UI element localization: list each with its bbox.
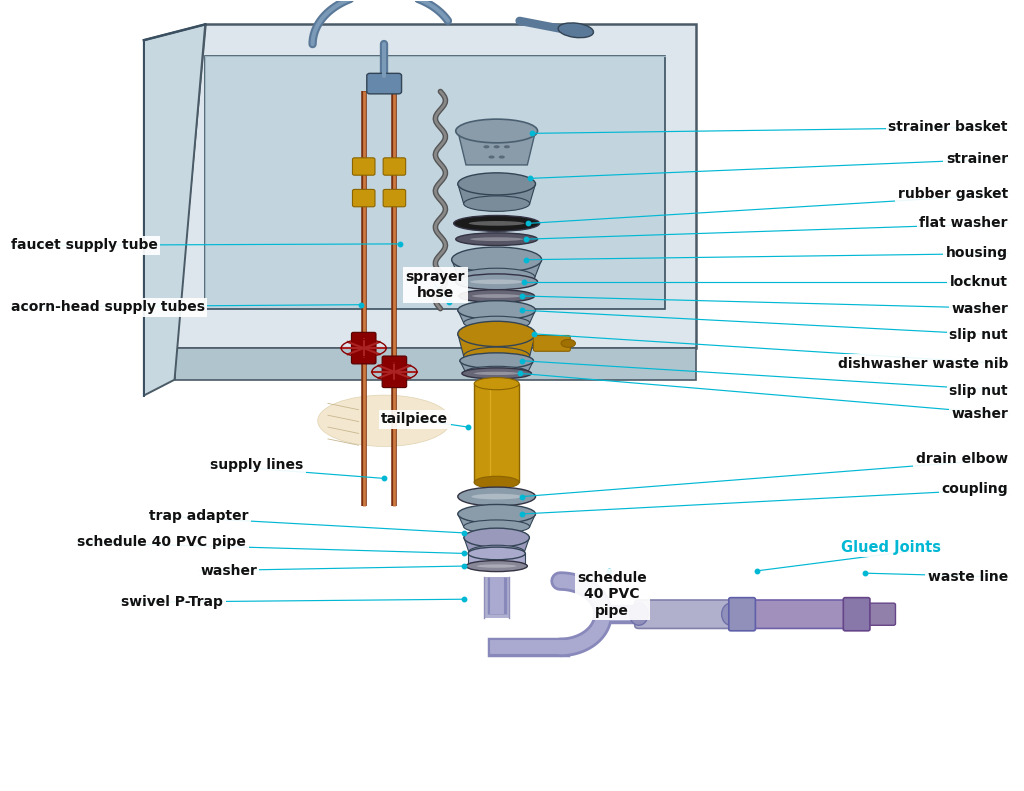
Ellipse shape: [474, 377, 519, 390]
Ellipse shape: [558, 23, 594, 38]
Text: washer: washer: [951, 407, 1008, 422]
Polygon shape: [458, 131, 536, 165]
Polygon shape: [458, 310, 536, 323]
Ellipse shape: [472, 294, 521, 298]
Polygon shape: [205, 56, 666, 308]
Polygon shape: [174, 25, 696, 348]
Text: slip nut: slip nut: [949, 384, 1008, 398]
Ellipse shape: [483, 146, 489, 149]
Polygon shape: [464, 538, 529, 552]
Ellipse shape: [456, 233, 538, 245]
Text: waste line: waste line: [928, 570, 1008, 584]
Ellipse shape: [499, 156, 505, 159]
FancyBboxPatch shape: [729, 598, 756, 630]
Text: tailpiece: tailpiece: [381, 412, 449, 426]
Ellipse shape: [470, 237, 523, 241]
Ellipse shape: [459, 290, 535, 302]
Polygon shape: [458, 184, 536, 203]
Ellipse shape: [504, 146, 510, 149]
Ellipse shape: [722, 604, 740, 625]
FancyBboxPatch shape: [750, 600, 850, 628]
Ellipse shape: [470, 279, 523, 284]
Text: swivel P-Trap: swivel P-Trap: [122, 596, 223, 609]
FancyBboxPatch shape: [352, 158, 375, 175]
Ellipse shape: [458, 487, 536, 506]
Ellipse shape: [464, 316, 529, 330]
FancyBboxPatch shape: [351, 332, 376, 364]
Polygon shape: [143, 25, 205, 396]
FancyBboxPatch shape: [534, 335, 570, 351]
Text: drain elbow: drain elbow: [915, 452, 1008, 466]
Ellipse shape: [456, 119, 538, 143]
Text: washer: washer: [200, 564, 257, 577]
Ellipse shape: [477, 565, 516, 568]
Ellipse shape: [561, 339, 575, 347]
Ellipse shape: [317, 396, 451, 446]
Ellipse shape: [458, 321, 536, 346]
Text: strainer: strainer: [946, 152, 1008, 165]
Text: strainer basket: strainer basket: [889, 120, 1008, 134]
Text: acorn-head supply tubes: acorn-head supply tubes: [11, 300, 205, 314]
Ellipse shape: [458, 301, 536, 320]
Ellipse shape: [474, 372, 519, 375]
FancyBboxPatch shape: [635, 600, 735, 628]
Text: faucet supply tube: faucet supply tube: [11, 238, 158, 252]
Polygon shape: [458, 514, 536, 527]
Text: housing: housing: [946, 246, 1008, 260]
Ellipse shape: [452, 247, 542, 272]
Text: rubber gasket: rubber gasket: [898, 187, 1008, 201]
FancyBboxPatch shape: [383, 189, 406, 206]
Ellipse shape: [494, 146, 500, 149]
Ellipse shape: [458, 172, 536, 195]
Text: schedule 40 PVC pipe: schedule 40 PVC pipe: [78, 536, 246, 550]
Ellipse shape: [464, 347, 529, 365]
Polygon shape: [468, 554, 525, 563]
Ellipse shape: [460, 353, 534, 369]
Ellipse shape: [469, 221, 524, 225]
Text: slip nut: slip nut: [949, 328, 1008, 343]
FancyBboxPatch shape: [382, 356, 407, 388]
Ellipse shape: [454, 215, 540, 231]
Ellipse shape: [464, 528, 529, 547]
FancyBboxPatch shape: [367, 74, 401, 94]
FancyBboxPatch shape: [866, 604, 895, 625]
Ellipse shape: [464, 196, 529, 211]
Text: coupling: coupling: [941, 482, 1008, 496]
Polygon shape: [460, 361, 534, 372]
Ellipse shape: [462, 368, 531, 379]
Polygon shape: [458, 334, 536, 356]
Polygon shape: [484, 577, 509, 619]
Text: Glued Joints: Glued Joints: [842, 539, 941, 554]
Text: supply lines: supply lines: [210, 458, 303, 472]
Ellipse shape: [464, 520, 529, 533]
Ellipse shape: [469, 545, 524, 558]
Ellipse shape: [488, 156, 495, 159]
Ellipse shape: [456, 274, 538, 290]
Text: washer: washer: [951, 301, 1008, 316]
Text: trap adapter: trap adapter: [148, 509, 249, 523]
FancyBboxPatch shape: [383, 158, 406, 175]
FancyBboxPatch shape: [352, 189, 375, 206]
Ellipse shape: [459, 268, 535, 286]
Polygon shape: [474, 384, 519, 483]
FancyBboxPatch shape: [844, 598, 870, 630]
Polygon shape: [452, 259, 542, 277]
Ellipse shape: [465, 366, 528, 377]
Ellipse shape: [466, 561, 527, 572]
Ellipse shape: [458, 505, 536, 524]
Ellipse shape: [471, 494, 522, 499]
Polygon shape: [174, 348, 696, 380]
Text: schedule
40 PVC
pipe: schedule 40 PVC pipe: [578, 571, 647, 618]
Text: dishwasher waste nib: dishwasher waste nib: [838, 357, 1008, 371]
Text: locknut: locknut: [950, 274, 1008, 289]
Text: sprayer
hose: sprayer hose: [406, 270, 465, 300]
Ellipse shape: [630, 604, 648, 625]
Text: flat washer: flat washer: [920, 217, 1008, 230]
Ellipse shape: [468, 547, 525, 560]
Ellipse shape: [474, 476, 519, 488]
